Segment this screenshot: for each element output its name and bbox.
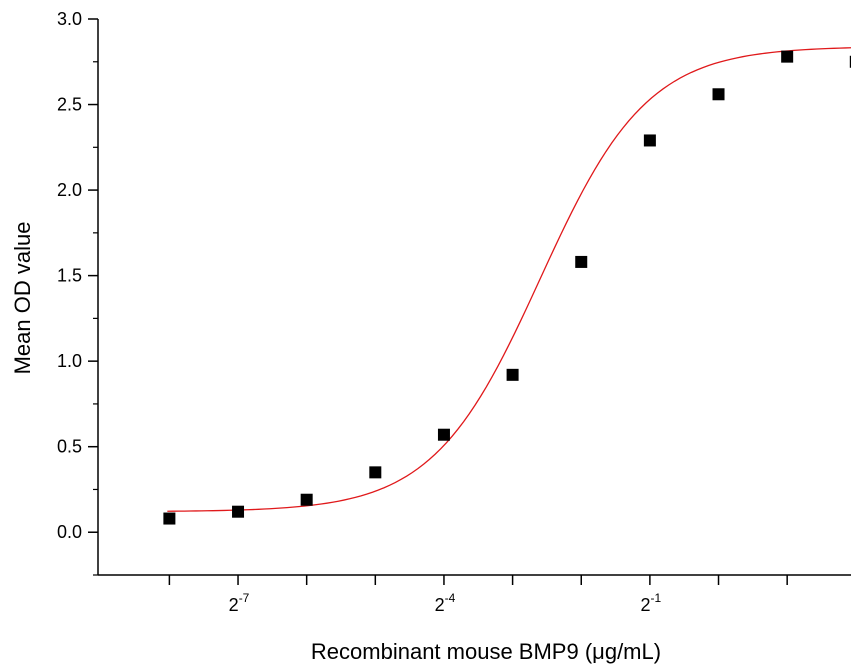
y-tick-label: 2.5 bbox=[57, 95, 82, 115]
data-point bbox=[712, 88, 725, 101]
x-axis-ticks: 2-7 2-4 2-1 bbox=[168, 575, 788, 615]
y-tick-label: 2.0 bbox=[57, 180, 82, 200]
x-tick-label: 2-1 bbox=[641, 591, 662, 615]
y-tick-label: 0.0 bbox=[57, 522, 82, 542]
data-points bbox=[163, 50, 851, 525]
y-tick-label: 1.5 bbox=[57, 266, 82, 286]
y-tick-label: 0.5 bbox=[57, 437, 82, 457]
y-tick-label: 1.0 bbox=[57, 351, 82, 371]
axes bbox=[97, 19, 851, 576]
data-point bbox=[781, 50, 794, 63]
data-point bbox=[849, 55, 851, 68]
data-point bbox=[575, 255, 588, 268]
data-point bbox=[437, 428, 450, 441]
data-point bbox=[506, 368, 519, 381]
data-point bbox=[300, 493, 313, 506]
data-point bbox=[369, 466, 382, 479]
y-tick-label: 3.0 bbox=[57, 9, 82, 29]
y-axis-ticks: 0.0 0.5 1.0 1.5 2.0 2.5 3.0 bbox=[57, 9, 98, 576]
fit-curve bbox=[167, 47, 851, 512]
x-axis-title: Recombinant mouse BMP9 (μg/mL) bbox=[311, 639, 661, 664]
data-point bbox=[643, 134, 656, 147]
y-axis-title: Mean OD value bbox=[10, 222, 35, 375]
x-tick-label: 2-7 bbox=[229, 591, 250, 615]
data-point bbox=[163, 512, 176, 525]
data-point bbox=[232, 505, 245, 518]
x-tick-label: 2-4 bbox=[435, 591, 456, 615]
